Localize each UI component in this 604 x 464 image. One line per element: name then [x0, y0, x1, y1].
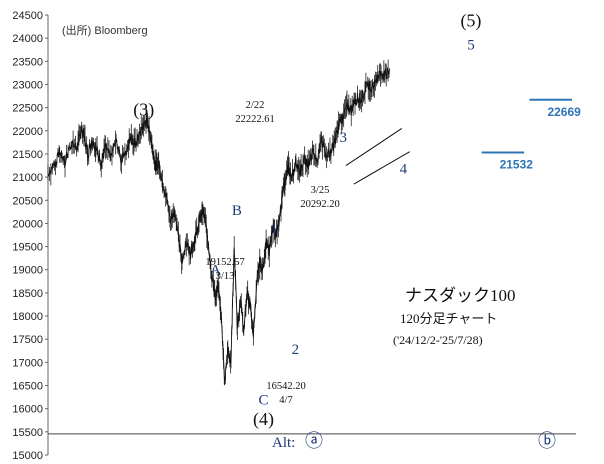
source-label: (出所) Bloomberg — [62, 23, 148, 37]
alt-b-marker: ⓑ — [538, 431, 556, 451]
chart-subtitle: 120分足チャート — [400, 311, 497, 326]
price-annotation-line2: 20292.20 — [300, 199, 339, 210]
y-tick-label: 16000 — [12, 404, 43, 416]
y-tick-label: 20500 — [12, 195, 43, 207]
price-annotation-line1: 19152.57 — [205, 257, 244, 268]
y-tick-label: 20000 — [12, 218, 43, 230]
wave-label: A — [210, 262, 221, 278]
level-label: 22669 — [547, 105, 581, 119]
y-tick-label: 21500 — [12, 149, 43, 161]
wave-label: 4 — [400, 161, 408, 177]
y-tick-label: 19500 — [12, 242, 43, 254]
alt-a-marker: ⓐ — [305, 431, 323, 451]
wave-label: 1 — [270, 221, 278, 237]
y-tick-label: 23000 — [12, 79, 43, 91]
y-tick-label: 17500 — [12, 334, 43, 346]
y-tick-label: 15000 — [12, 450, 43, 462]
y-tick-label: 18500 — [12, 288, 43, 300]
price-annotation-line1: 16542.20 — [266, 381, 305, 392]
alt-label: Alt: — [272, 435, 295, 451]
chart-period: ('24/12/2-'25/7/28) — [393, 333, 483, 347]
wave-label: C — [258, 393, 268, 409]
wave-label: (5) — [460, 11, 481, 32]
price-annotation-line1: 2/22 — [246, 100, 265, 111]
wave-label: (3) — [133, 100, 154, 121]
y-tick-label: 22500 — [12, 103, 43, 115]
level-label: 21532 — [500, 157, 534, 171]
axis-lines — [47, 15, 576, 455]
y-tick-label: 21000 — [12, 172, 43, 184]
y-axis: 24500 24000 23500 23000 22500 22000 21500 21000… — [12, 10, 48, 462]
wave-label: 2 — [292, 342, 300, 358]
y-tick-label: 17000 — [12, 357, 43, 369]
price-annotation-line2: 22222.61 — [235, 114, 274, 125]
channel-lower — [353, 151, 411, 185]
price-annotation-line1: 3/25 — [311, 185, 330, 196]
price-line — [47, 67, 390, 382]
wave-label: B — [232, 203, 242, 219]
price-annotation-line2: 4/7 — [279, 395, 292, 406]
y-tick-label: 23500 — [12, 56, 43, 68]
price-annotation-line2: 3/13 — [216, 271, 235, 282]
chart-title: ナスダック100 — [405, 286, 516, 305]
channel-upper — [345, 128, 403, 166]
annotations: 22669 21532 (3) A B C(4) 1 2 3 4 5 (5) 2/22 22222.61 3… — [133, 11, 581, 430]
y-tick-label: 22000 — [12, 126, 43, 138]
wave-label: 3 — [340, 130, 348, 146]
y-tick-label: 16500 — [12, 381, 43, 393]
wave-label: (4) — [253, 409, 274, 430]
wave-label: 5 — [467, 37, 475, 53]
y-tick-label: 24000 — [12, 33, 43, 45]
y-tick-label: 19000 — [12, 265, 43, 277]
y-tick-label: 15500 — [12, 427, 43, 439]
y-tick-label: 18000 — [12, 311, 43, 323]
y-tick-label: 24500 — [12, 10, 43, 22]
plot-area — [47, 59, 390, 386]
